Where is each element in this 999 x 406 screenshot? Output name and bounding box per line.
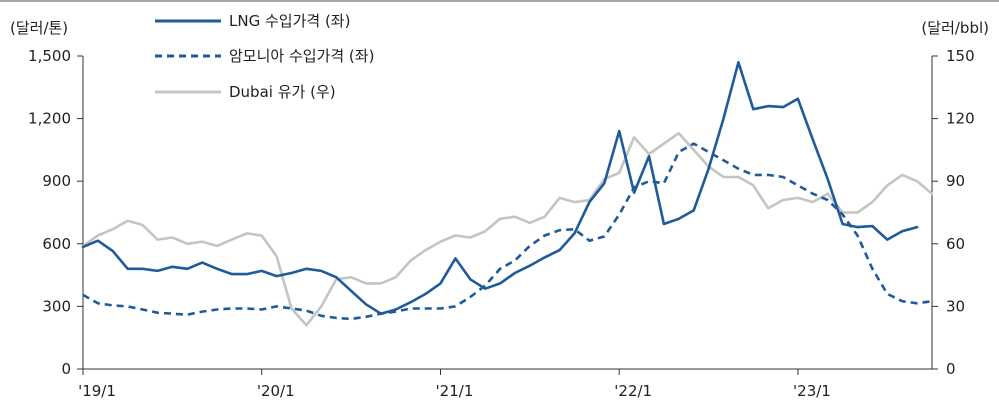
y-right-tick-label: 0 bbox=[946, 360, 956, 378]
y-left-tick-label: 300 bbox=[42, 297, 71, 315]
y-right-tick-label: 90 bbox=[946, 172, 965, 190]
lng-series-line bbox=[81, 61, 919, 315]
x-tick-label: '19/1 bbox=[78, 382, 116, 400]
legend-label-lng: LNG 수입가격 (좌) bbox=[229, 12, 350, 30]
y-right-tick-label: 30 bbox=[946, 297, 965, 315]
x-tick-label: '22/1 bbox=[614, 382, 652, 400]
dubai-series-line bbox=[81, 131, 934, 327]
ammonia-series-line bbox=[82, 142, 933, 321]
legend-item-dubai: Dubai 유가 (우) bbox=[155, 83, 336, 101]
x-tick-label: '23/1 bbox=[793, 382, 831, 400]
y-left-tick-label: 900 bbox=[42, 172, 71, 190]
y-left-tick-label: 0 bbox=[61, 360, 71, 378]
x-tick-label: '21/1 bbox=[436, 382, 474, 400]
y-left-tick-label: 1,500 bbox=[28, 47, 71, 65]
y-left-unit-label: (달러/톤) bbox=[10, 19, 68, 37]
y-left-tick-label: 1,200 bbox=[28, 110, 71, 128]
legend-label-ammonia: 암모니아 수입가격 (좌) bbox=[229, 47, 374, 65]
y-left-tick-label: 600 bbox=[42, 235, 71, 253]
y-right-tick-label: 60 bbox=[946, 235, 965, 253]
legend-item-ammonia: 암모니아 수입가격 (좌) bbox=[155, 47, 374, 65]
legend-label-dubai: Dubai 유가 (우) bbox=[229, 83, 336, 101]
y-right-tick-label: 150 bbox=[946, 47, 975, 65]
y-right-unit-label: (달러/bbl) bbox=[921, 19, 989, 37]
legend: LNG 수입가격 (좌) 암모니아 수입가격 (좌) Dubai 유가 (우) bbox=[155, 12, 374, 101]
plot-area bbox=[81, 61, 934, 327]
x-tick-label: '20/1 bbox=[257, 382, 295, 400]
y-right-tick-label: 120 bbox=[946, 110, 975, 128]
axes: 1,5001,20090060030001501209060300'19/1'2… bbox=[28, 47, 975, 400]
legend-item-lng: LNG 수입가격 (좌) bbox=[155, 12, 350, 30]
